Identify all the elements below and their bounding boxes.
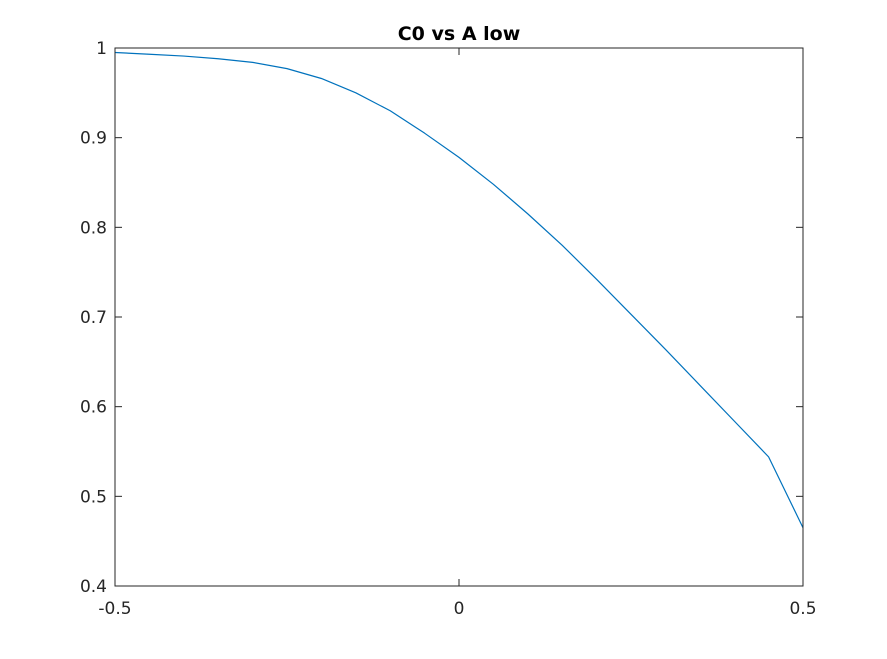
x-tick-label: 0: [454, 599, 465, 619]
chart-title: C0 vs A low: [398, 23, 521, 45]
y-tick-label: 0.6: [80, 398, 107, 418]
series-line: [114, 51, 804, 528]
y-tick-label: 0.4: [80, 577, 107, 597]
y-tick-label: 0.7: [80, 308, 107, 328]
x-tick-label: -0.5: [98, 599, 131, 619]
y-tick-label: 1: [96, 39, 107, 59]
series-layer: [114, 51, 804, 528]
y-tick-label: 0.9: [80, 129, 107, 149]
y-tick-label: 0.8: [80, 218, 107, 238]
plot-area: [115, 48, 803, 586]
y-tick-label: 0.5: [80, 487, 107, 507]
axes-box: [114, 47, 804, 587]
x-tick-label: 0.5: [789, 599, 816, 619]
axes-layer: -0.5 0 0.5 0.4 0.5 0.6 0.7 0.8 0.9 1: [80, 39, 817, 619]
axes-frame: [114, 47, 804, 587]
